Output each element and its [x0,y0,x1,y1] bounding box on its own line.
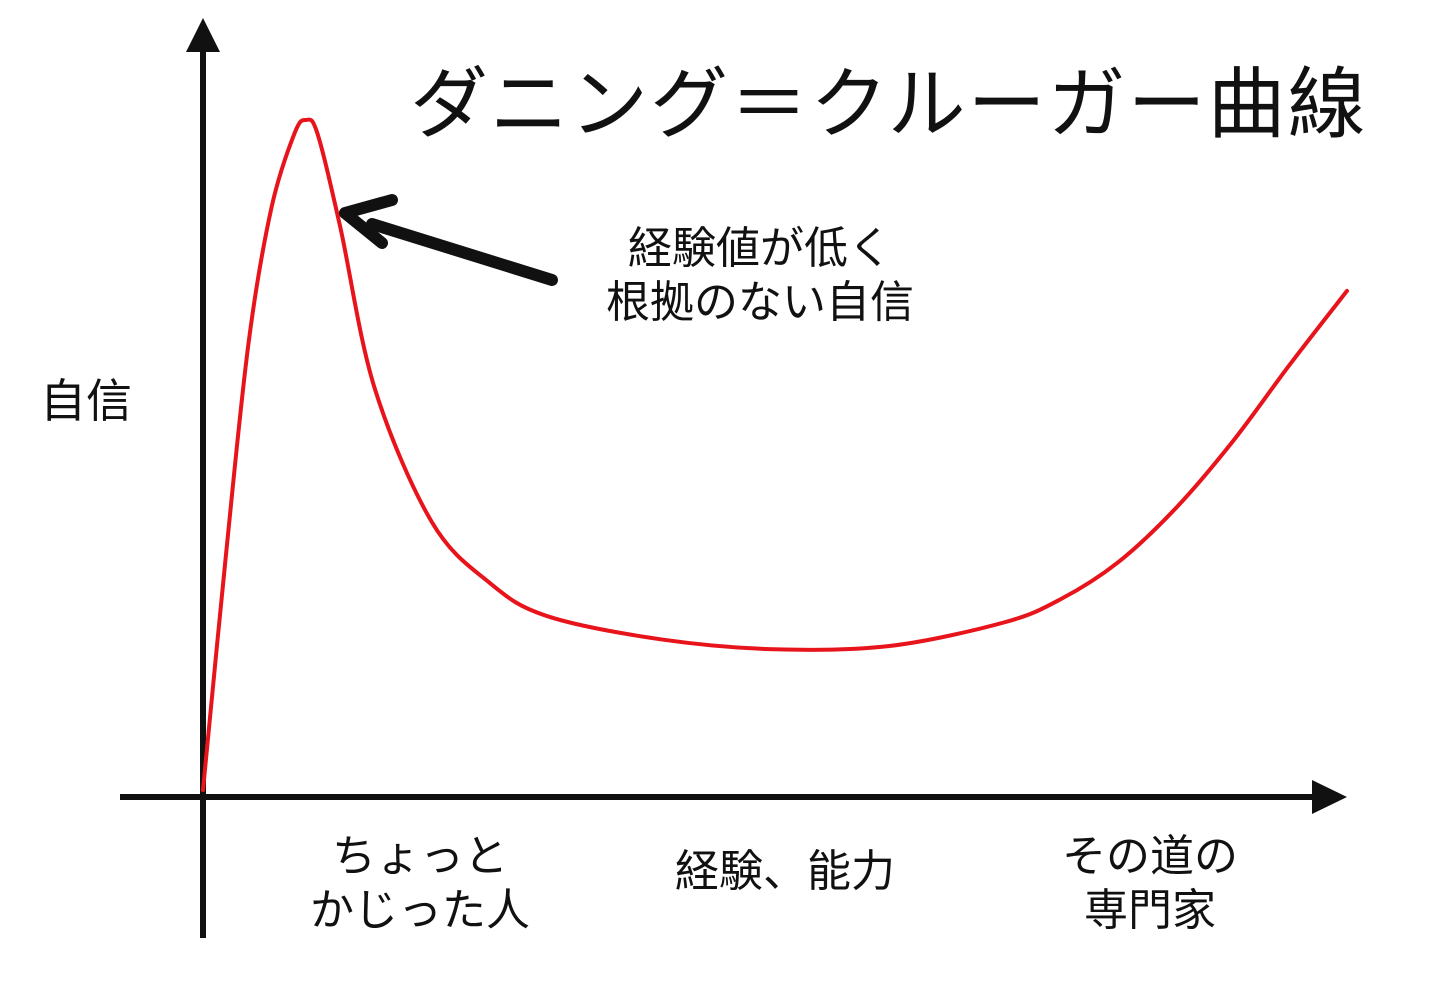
y-axis-arrowhead [186,18,220,52]
chart-title: ダニング＝クルーガー曲線 [410,60,1368,150]
x-stage-label-expert: その道の 専門家 [1000,830,1300,937]
curve-point-5 [303,117,309,123]
curve-point-20 [1287,362,1293,368]
curve-point-3 [269,204,275,210]
x-stage-label-novice-line-2: かじった人 [310,884,530,936]
curve-point-21 [1344,288,1350,294]
curve-point-1 [223,553,229,559]
curve-point-8 [372,385,378,391]
curve-point-4 [292,130,298,136]
x-stage-label-novice-line-1: ちょっと [332,831,508,882]
y-axis-label: 自信 [40,374,132,428]
curve-point-2 [246,338,252,344]
annotation-arrow [339,194,558,286]
peak-annotation-line-2: 根拠のない自信 [606,276,914,328]
series-layer [200,117,1350,793]
x-stage-label-novice: ちょっと かじった人 [270,830,570,937]
curve-point-14 [886,643,892,649]
x-stage-label-expert-line-1: その道の [1062,831,1238,882]
peak-annotation-line-1: 経験値が低く [628,223,892,274]
x-stage-label-experience-line-1: 経験、能力 [675,846,895,897]
curve-point-18 [1172,506,1178,512]
curve-point-10 [486,579,492,585]
x-stage-label-expert-line-2: 専門家 [1084,884,1216,936]
curve-point-7 [337,224,343,230]
curve-point-12 [658,636,664,642]
curve-point-17 [1115,559,1121,565]
curve-point-0 [200,787,206,793]
x-axis-arrowhead [1312,780,1347,814]
x-stage-label-experience: 経験、能力 [635,845,935,899]
peak-annotation: 経験値が低く 根拠のない自信 [560,222,960,329]
curve-point-13 [772,646,778,652]
curve-point-16 [1058,596,1064,602]
curve-point-6 [314,130,320,136]
curve-point-11 [543,613,549,619]
confidence-curve-line [201,117,1349,792]
curve-point-15 [1001,620,1007,626]
curve-point-19 [1230,439,1236,445]
curve-point-9 [429,519,435,525]
